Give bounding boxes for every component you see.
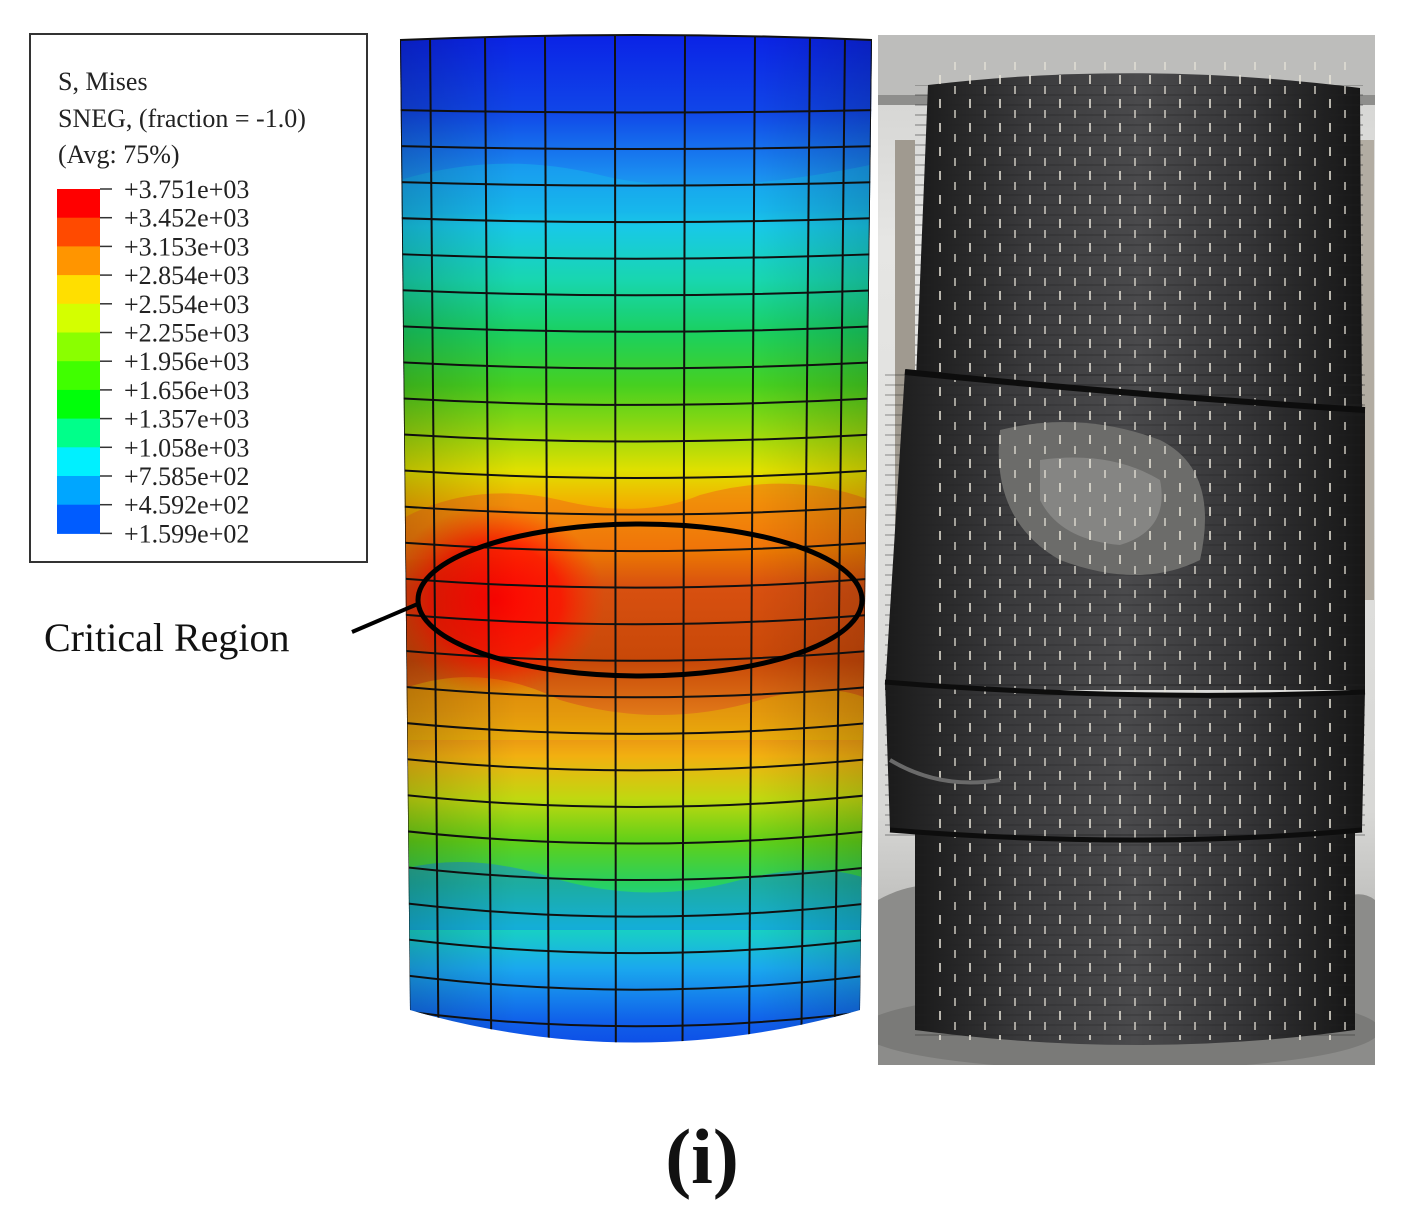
legend-level-label: +2.255e+03 [124,319,249,348]
panel-label: (i) [665,1113,739,1200]
legend-level-label: +1.599e+02 [124,519,249,548]
callout-leader-line [351,601,421,634]
callout-label: Critical Region [44,615,290,660]
legend-level-label: +3.751e+03 [124,175,249,204]
legend-swatch [57,275,100,305]
legend-swatch [57,418,100,448]
legend-swatch [57,332,100,362]
legend-level-label: +3.452e+03 [124,204,249,233]
legend-title-line-3: (Avg: 75%) [58,140,180,169]
critical-region-ellipse [415,521,865,679]
mesh-line [395,1118,880,1136]
mesh-line [395,1082,880,1099]
legend-swatch [57,246,100,276]
legend-level-label: +1.357e+03 [124,405,249,434]
legend-level-label: +4.592e+02 [124,491,249,520]
critical-region-callout: Critical Region [44,521,865,679]
legend-swatch [57,217,100,247]
fe-stress-cylinder [395,34,880,1172]
legend: S, Mises SNEG, (fraction = -1.0) (Avg: 7… [29,33,368,563]
legend-level-label: +1.656e+03 [124,376,249,405]
mesh-line [395,1046,880,1063]
legend-swatch [57,189,100,219]
mesh-line [395,1154,880,1172]
legend-level-label: +2.554e+03 [124,290,249,319]
wrapped-column-photo [878,35,1375,1065]
legend-level-label: +3.153e+03 [124,232,249,261]
legend-title-line-2: SNEG, (fraction = -1.0) [58,104,306,133]
legend-swatch [57,389,100,420]
legend-swatch [57,361,100,391]
legend-color-scale: +3.751e+03+3.452e+03+3.153e+03+2.854e+03… [57,175,249,548]
legend-level-label: +2.854e+03 [124,261,249,290]
legend-swatch [57,303,100,333]
legend-level-label: +1.956e+03 [124,347,249,376]
legend-swatch [57,447,100,477]
legend-swatch [57,504,100,534]
legend-title-line-1: S, Mises [58,67,148,96]
legend-level-label: +7.585e+02 [124,462,249,491]
legend-level-label: +1.058e+03 [124,433,249,462]
legend-swatch [57,476,100,506]
